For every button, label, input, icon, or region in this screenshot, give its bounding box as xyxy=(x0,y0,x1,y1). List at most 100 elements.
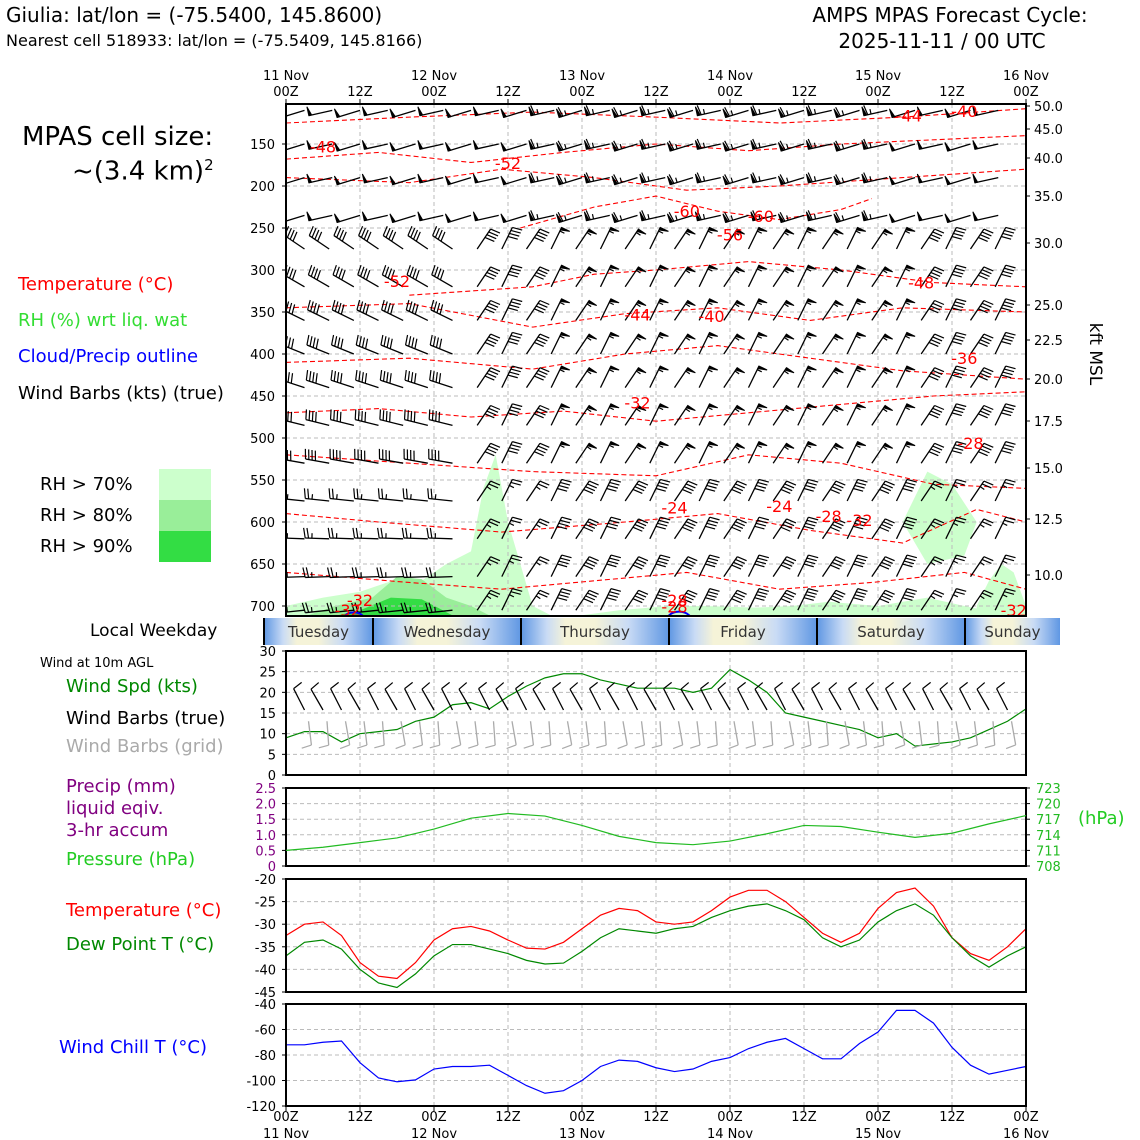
wind-barb-feather xyxy=(724,140,730,151)
wind-barb-feather xyxy=(855,335,861,339)
wind-barb-feather xyxy=(696,172,702,183)
pressure-right-tick-label: 720 xyxy=(1036,798,1061,813)
wind-barb-feather xyxy=(310,606,313,613)
wind-barb-feather xyxy=(932,369,943,376)
wind-barb xyxy=(945,227,957,250)
wind-barb xyxy=(846,554,859,577)
wind-barb-feather xyxy=(932,231,943,237)
wind-barb-feather xyxy=(783,370,789,375)
wind-barb xyxy=(920,518,936,540)
wind-barb-feather xyxy=(835,106,841,117)
wind-barb-feather xyxy=(857,554,868,559)
wind-barb-flag xyxy=(882,228,893,235)
wind-barb-feather xyxy=(534,308,544,314)
kft-tick-label: 45.0 xyxy=(1034,123,1063,138)
wind-barb xyxy=(310,688,324,711)
wind-barb-feather xyxy=(558,560,569,565)
wind-barb-feather xyxy=(330,567,334,578)
wind-barb-feather xyxy=(488,369,499,376)
wind-barb-feather xyxy=(930,339,941,345)
wind-barb-feather xyxy=(807,138,813,149)
wind-barb xyxy=(332,274,355,288)
wind-barb-flag xyxy=(784,228,795,235)
wind-barb-feather xyxy=(685,303,691,308)
wind-barb-feather xyxy=(535,305,546,311)
wind-barb-feather xyxy=(331,527,334,539)
wind-barb-feather xyxy=(512,331,523,336)
wind-barb-feather xyxy=(330,370,333,381)
wind-barb-feather xyxy=(813,213,817,220)
wind-barb-feather xyxy=(589,556,599,562)
wind-barb xyxy=(747,516,760,540)
wind-barb-feather xyxy=(535,561,541,566)
wind-barb-flag xyxy=(361,140,368,150)
wind-barb-feather xyxy=(885,556,895,562)
wind-barb xyxy=(919,214,943,222)
wind-barb-feather xyxy=(808,554,819,559)
wind-barb-feather xyxy=(413,373,417,384)
wind-barb-feather xyxy=(1002,594,1008,598)
wind-barb-flag xyxy=(500,142,508,152)
wind-barb-feather xyxy=(361,337,366,348)
wind-barb-feather xyxy=(385,494,388,500)
wind-barb-feather xyxy=(979,595,985,600)
wind-barb xyxy=(307,721,313,746)
wind-barb-feather xyxy=(904,369,911,373)
wind-barb-feather xyxy=(510,591,521,595)
wind-barb-feather xyxy=(983,556,994,562)
wind-barb-feather xyxy=(934,442,945,448)
wind-barb-feather xyxy=(651,744,662,749)
weekday-band xyxy=(965,618,1013,645)
wind-barb-feather xyxy=(758,213,761,220)
wind-barb-flag xyxy=(279,109,284,118)
wind-barb xyxy=(525,300,541,321)
wind-barb-feather xyxy=(287,411,289,422)
wind-barb xyxy=(403,609,428,614)
wind-barb-feather xyxy=(407,371,411,382)
wind-barb xyxy=(501,264,513,288)
wind-barb-feather xyxy=(510,301,521,306)
wind-barb-feather xyxy=(308,410,311,421)
wind-barb-feather xyxy=(539,333,550,339)
wind-barb-flag xyxy=(944,142,952,152)
temp-contour-label: -48 xyxy=(908,273,934,292)
wind-barb xyxy=(747,479,760,502)
wind-barb-feather xyxy=(1005,554,1016,559)
wind-barb-feather xyxy=(361,372,364,383)
wind-barb xyxy=(575,518,590,540)
wind-barb-feather xyxy=(607,560,619,565)
wind-barb-flag xyxy=(361,211,368,222)
weekday-band xyxy=(318,618,373,645)
wind-barb-flag xyxy=(417,173,424,184)
wind-barb xyxy=(994,227,1007,250)
wind-barb-feather xyxy=(783,231,789,236)
wind-barb-feather xyxy=(1005,516,1016,521)
temp-contour-label: -56 xyxy=(717,226,743,245)
wind-barb-feather xyxy=(403,409,406,420)
wind-barb xyxy=(430,344,453,355)
wind-barb-feather xyxy=(395,744,406,750)
panel-tick-label: 20 xyxy=(259,686,276,701)
wind-barb-feather xyxy=(379,567,384,578)
wind-barb-flag xyxy=(417,211,424,222)
wind-barb-feather xyxy=(752,105,758,115)
wind-barb-feather xyxy=(338,229,345,240)
wind-barb-feather xyxy=(981,592,992,598)
panel-tick-label: -35 xyxy=(255,941,276,956)
wind-barb-feather xyxy=(635,303,641,308)
wind-barb-feather xyxy=(512,588,523,592)
bottom-hour-label: 00Z xyxy=(421,1110,447,1125)
wind-barb-flag xyxy=(559,331,570,337)
wind-barb-feather xyxy=(488,521,499,527)
wind-barb xyxy=(969,333,985,355)
wind-barb-feather xyxy=(356,488,359,499)
wind-barb-feather xyxy=(733,561,744,567)
wind-barb-feather xyxy=(610,516,622,521)
wind-barb-flag xyxy=(611,213,619,224)
wind-barb-feather xyxy=(979,486,985,490)
wind-barb-feather xyxy=(702,108,706,115)
wind-barb-flag xyxy=(707,365,718,371)
wind-barb-feather xyxy=(380,527,384,539)
wind-barb xyxy=(714,721,718,746)
wind-barb-flag xyxy=(639,173,646,184)
